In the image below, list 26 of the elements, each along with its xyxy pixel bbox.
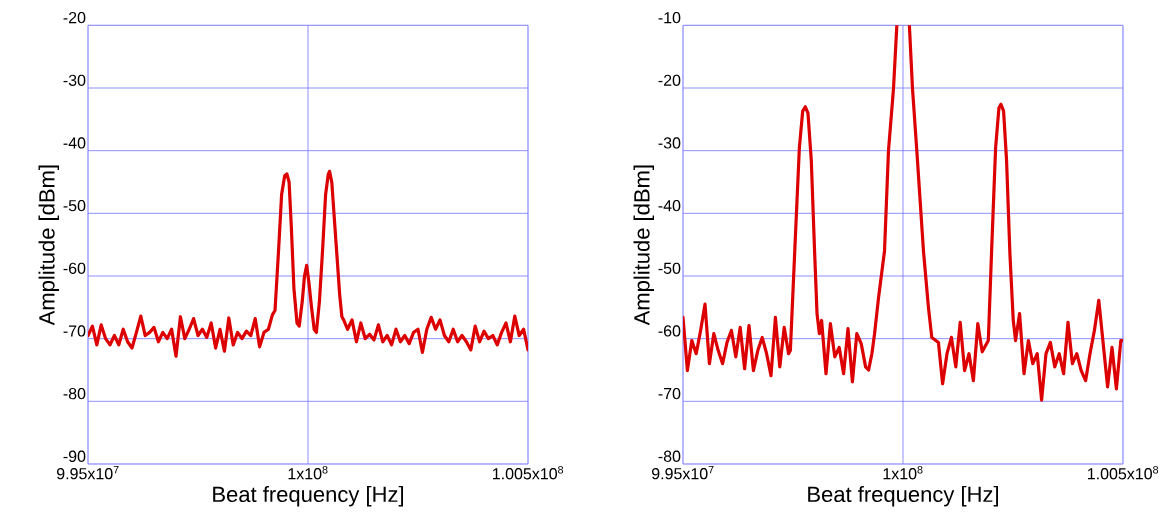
x-axis-title: Beat frequency [Hz] bbox=[213, 485, 403, 507]
y-tick-label: -70 bbox=[658, 387, 681, 400]
x-axis-title: Beat frequency [Hz] bbox=[808, 485, 998, 507]
x-tick-label: 1.005x10$^{8}$ bbox=[493, 466, 564, 480]
y-tick-label: -10 bbox=[658, 11, 681, 24]
x-tick-label: 9.95x10$^{7}$ bbox=[57, 466, 119, 480]
y-tick-label: -50 bbox=[63, 199, 86, 212]
y-tick-label: -30 bbox=[658, 137, 681, 149]
x-tick-label: 1.005x10$^{8}$ bbox=[1087, 466, 1159, 480]
y-tick-label: -50 bbox=[658, 262, 681, 274]
y-tick-label: -70 bbox=[63, 325, 86, 337]
y-tick-label: -90 bbox=[63, 450, 86, 462]
y-tick-label: -80 bbox=[63, 387, 86, 400]
x-tick-label: 1x10$^{8}$ bbox=[883, 466, 923, 480]
x-tick-label: 9.95x10$^{7}$ bbox=[651, 466, 714, 480]
y-tick-label: -80 bbox=[658, 450, 681, 462]
y-tick-label: -20 bbox=[63, 11, 86, 24]
y-tick-label: -30 bbox=[63, 74, 86, 86]
y-tick-label: -40 bbox=[63, 137, 86, 149]
y-tick-label: -60 bbox=[63, 262, 86, 274]
x-tick-label: 1x10$^{8}$ bbox=[288, 466, 328, 480]
y-axis-title: Amplitude [dBm] bbox=[633, 165, 655, 326]
y-tick-label: -40 bbox=[658, 199, 681, 212]
y-tick-label: -20 bbox=[658, 74, 681, 86]
y-tick-label: -60 bbox=[658, 325, 681, 337]
y-axis-title: Amplitude [dBm] bbox=[38, 165, 60, 326]
